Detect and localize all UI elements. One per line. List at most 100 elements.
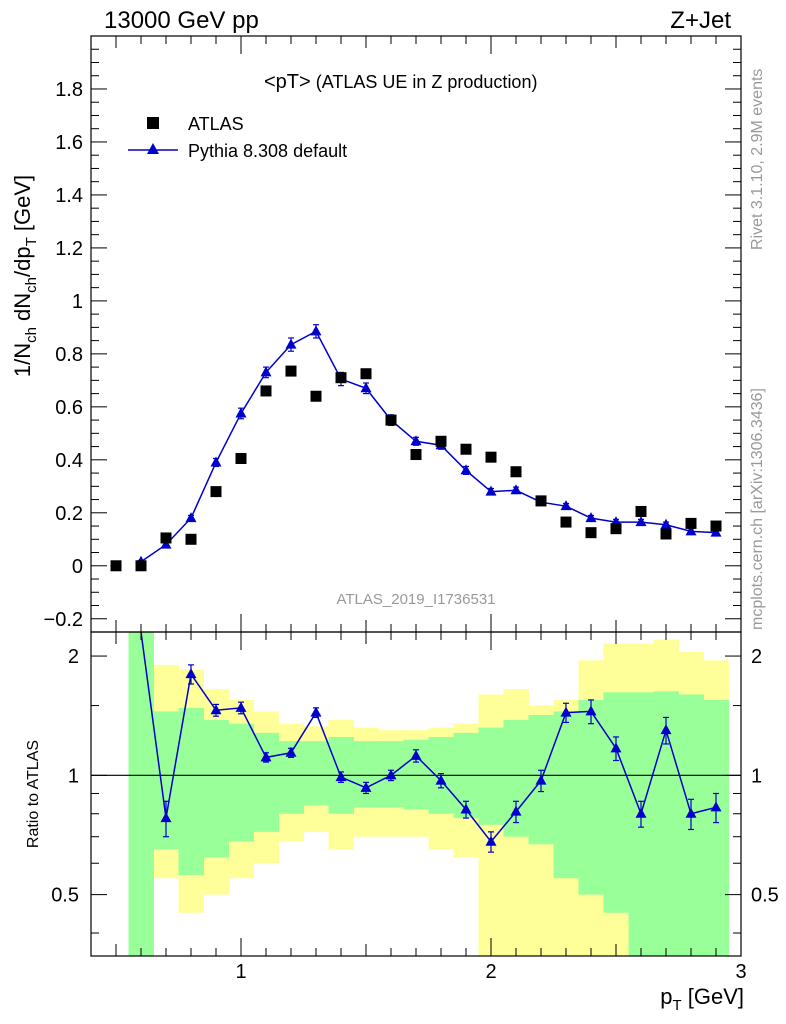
pythia-point: [560, 500, 572, 511]
rivet-info-label: Rivet 3.1.10, 2.9M events: [749, 69, 766, 250]
inner-band-bin: [578, 699, 604, 895]
ratio-panel-marks: [140, 632, 722, 853]
ratio-y-tick-label-right: 2: [751, 646, 762, 668]
inner-band-bin: [603, 692, 629, 913]
pythia-point: [410, 435, 422, 446]
atlas-point: [410, 449, 422, 461]
atlas-point: [585, 527, 597, 539]
y-tick-label: 1.4: [55, 185, 83, 207]
legend-atlas-marker: [147, 117, 159, 129]
ratio-point: [235, 701, 247, 712]
ratio-axis-label: Ratio to ATLAS: [25, 740, 42, 848]
process-label: Z+Jet: [670, 7, 731, 34]
ratio-y-tick-label-right: 0.5: [751, 885, 779, 907]
atlas-point: [460, 443, 472, 455]
atlas-point: [210, 486, 222, 498]
x-tick-label: 3: [735, 961, 746, 983]
pythia-point: [710, 526, 722, 537]
plot-title: <pT> (ATLAS UE in Z production): [264, 71, 537, 93]
legend: ATLAS Pythia 8.308 default: [128, 114, 347, 161]
atlas-point: [335, 372, 347, 384]
atlas-point: [185, 533, 197, 545]
atlas-point: [635, 505, 647, 517]
ratio-point: [310, 706, 322, 717]
pythia-point: [235, 407, 247, 418]
ratio-point: [685, 807, 697, 818]
atlas-point: [260, 385, 272, 397]
atlas-point: [135, 560, 147, 572]
ratio-point: [160, 812, 172, 823]
atlas-point: [610, 523, 622, 535]
legend-atlas-label: ATLAS: [188, 114, 244, 134]
atlas-point: [510, 466, 522, 478]
atlas-point: [685, 517, 697, 529]
atlas-point: [485, 451, 497, 463]
atlas-point: [535, 495, 547, 507]
inner-band-bin: [128, 632, 154, 956]
ratio-point: [385, 769, 397, 780]
inner-band-bin: [178, 707, 204, 876]
plot-title-sub: (ATLAS UE in Z production): [311, 72, 538, 92]
legend-pythia-label: Pythia 8.308 default: [188, 141, 347, 161]
y-tick-label: 0.2: [55, 503, 83, 525]
pythia-point: [210, 456, 222, 467]
y-axis-label: 1/Nch dNch/dpT [GeV]: [10, 175, 40, 377]
y-tick-label: 1.8: [55, 79, 83, 101]
ratio-point: [485, 835, 497, 846]
inner-band-bin: [253, 732, 279, 832]
atlas-point: [110, 560, 122, 572]
ratio-point: [410, 749, 422, 760]
ratio-point: [435, 774, 447, 785]
atlas-point: [285, 365, 297, 377]
ratio-point: [710, 801, 722, 812]
pythia-point: [285, 338, 297, 349]
atlas-point: [310, 390, 322, 402]
atlas-point: [710, 520, 722, 532]
pythia-point: [460, 464, 472, 475]
top-panel-marks: [110, 324, 722, 572]
ratio-point: [360, 781, 372, 792]
pythia-point: [310, 325, 322, 336]
ratio-y-tick-label: 1: [68, 765, 79, 787]
ratio-line: [140, 632, 717, 843]
inner-band-bin: [203, 719, 229, 858]
ratio-point: [610, 742, 622, 753]
pythia-point: [635, 516, 647, 527]
analysis-id-label: ATLAS_2019_I1736531: [336, 591, 495, 608]
inner-band-bin: [353, 741, 379, 808]
y-tick-label: 0.8: [55, 344, 83, 366]
atlas-point: [435, 435, 447, 447]
atlas-point: [385, 414, 397, 426]
uncertainty-bands: [128, 632, 729, 956]
ratio-point: [260, 751, 272, 762]
inner-band-bin: [228, 723, 254, 842]
atlas-point: [160, 532, 172, 544]
ratio-y-tick-label: 0.5: [51, 885, 79, 907]
x-axis-label: pT [GeV]: [660, 984, 744, 1014]
atlas-point: [560, 516, 572, 528]
pythia-point: [660, 518, 672, 529]
pythia-line: [140, 330, 717, 563]
ratio-y-tick-label-right: 1: [751, 765, 762, 787]
inner-band-bin: [553, 711, 579, 879]
ratio-point: [460, 803, 472, 814]
ratio-point: [560, 706, 572, 717]
ratio-point: [635, 807, 647, 818]
y-tick-label: 0: [72, 556, 83, 578]
pythia-point: [510, 484, 522, 495]
pythia-point: [360, 382, 372, 393]
ratio-point: [285, 746, 297, 757]
ratio-point: [210, 704, 222, 715]
x-tick-label: 1: [235, 961, 246, 983]
y-tick-label: −0.2: [44, 609, 83, 631]
ratio-point: [660, 724, 672, 735]
axes: −0.2 0 0.2 0.4 0.6 0.8 1 1.2 1.4 1.6 1.8 1 2 3 0.5 0.5 1…: [44, 35, 779, 983]
y-tick-label: 0.6: [55, 397, 83, 419]
x-tick-label: 2: [485, 961, 496, 983]
atlas-point: [360, 368, 372, 380]
pythia-point: [260, 366, 272, 377]
atlas-point: [235, 452, 247, 464]
pythia-point: [185, 512, 197, 523]
pythia-point: [160, 538, 172, 549]
inner-band-bin: [303, 741, 329, 806]
